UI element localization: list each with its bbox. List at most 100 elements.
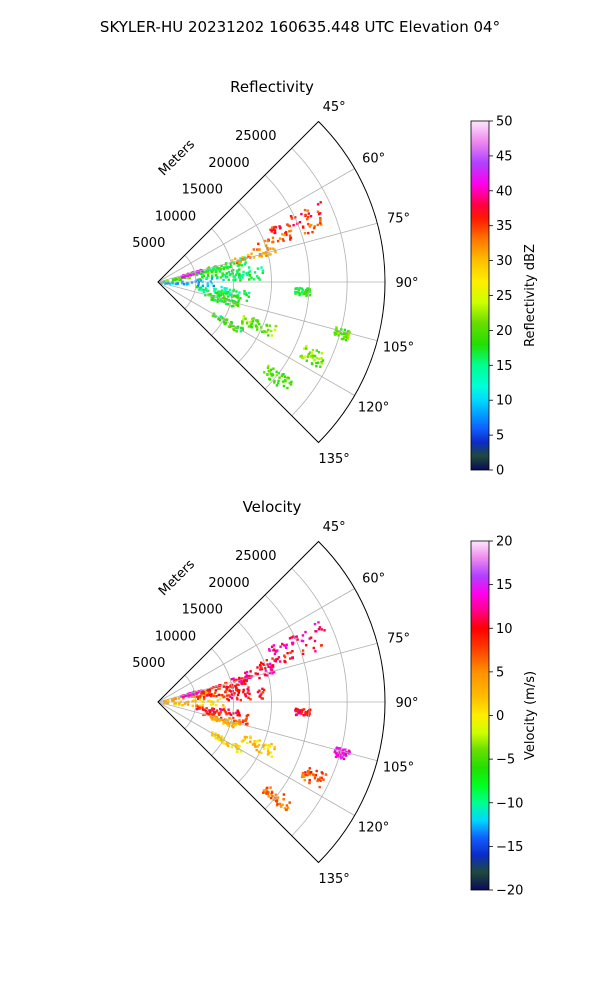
velocity-gate	[342, 757, 346, 760]
reflectivity-gate	[237, 259, 240, 263]
velocity-gate	[209, 710, 212, 714]
velocity-gate	[294, 707, 298, 710]
velocity-gate	[338, 751, 341, 754]
velocity-gate	[313, 639, 317, 643]
velocity-gate	[193, 695, 196, 699]
reflectivity-gate	[292, 224, 295, 227]
reflectivity-gate	[234, 326, 238, 329]
reflectivity-gate	[209, 292, 212, 296]
velocity-gate	[240, 740, 244, 743]
velocity-gate	[201, 704, 204, 707]
reflectivity-gate	[225, 262, 228, 265]
reflectivity-gate	[188, 272, 191, 276]
velocity-gate	[226, 744, 230, 748]
reflectivity-gate	[265, 244, 268, 248]
velocity-gate	[207, 699, 210, 703]
velocity-gate	[174, 702, 178, 705]
velocity-gate	[296, 638, 299, 641]
velocity-gate	[268, 649, 271, 652]
reflectivity-gate	[240, 264, 244, 267]
reflectivity-gate	[233, 262, 236, 265]
reflectivity-gate	[315, 361, 318, 365]
reflectivity-gate	[216, 300, 219, 303]
velocity-gate	[216, 737, 219, 740]
reflectivity-gate	[263, 239, 266, 243]
velocity-gate	[199, 698, 202, 701]
reflectivity-gate	[258, 322, 261, 326]
reflectivity-gate	[347, 335, 350, 338]
velocity-gate	[320, 776, 323, 779]
velocity-gate	[270, 793, 273, 796]
reflectivity-gate	[236, 304, 240, 308]
reflectivity-gate	[198, 288, 201, 291]
velocity-gate	[228, 689, 231, 692]
velocity-gate	[270, 669, 273, 673]
velocity-gate	[241, 720, 244, 724]
reflectivity-gate	[266, 366, 270, 369]
reflectivity-gate	[263, 371, 266, 374]
velocity-gate	[206, 691, 209, 695]
velocity-gate	[215, 719, 219, 723]
velocity-gate	[269, 666, 272, 669]
velocity-gate	[249, 676, 252, 679]
velocity-gate	[298, 710, 301, 714]
reflectivity-gate	[260, 255, 263, 258]
reflectivity-gate	[319, 365, 322, 368]
velocity-gate	[229, 684, 232, 688]
velocity-gate	[246, 722, 249, 725]
reflectivity-gate	[278, 225, 281, 228]
velocity-gate	[177, 697, 181, 700]
reflectivity-gate	[345, 335, 348, 338]
velocity-gate	[184, 694, 187, 698]
reflectivity-gate	[254, 324, 258, 327]
reflectivity-echo-cell	[333, 326, 351, 342]
reflectivity-echo-cell	[257, 217, 323, 248]
velocity-gate	[261, 697, 264, 700]
velocity-colorbar-tick-label: 5	[496, 665, 504, 680]
velocity-gate	[212, 692, 215, 696]
reflectivity-gate	[286, 386, 289, 390]
velocity-gate	[244, 722, 248, 726]
velocity-gate	[270, 645, 274, 648]
velocity-gate	[166, 700, 170, 703]
velocity-gate	[300, 710, 304, 714]
velocity-gate	[306, 773, 309, 776]
velocity-gate	[259, 668, 262, 671]
velocity-gate	[245, 679, 248, 683]
reflectivity-gate	[185, 282, 189, 285]
reflectivity-gate	[264, 252, 267, 256]
velocity-gate	[335, 752, 338, 756]
reflectivity-gate	[234, 273, 238, 277]
velocity-radial-tick-label: 20000	[208, 576, 249, 591]
reflectivity-gate	[198, 277, 201, 281]
velocity-colorbar-tick-label: 10	[496, 622, 513, 637]
reflectivity-gate	[345, 333, 348, 337]
velocity-gate	[204, 694, 207, 697]
velocity-gate	[224, 711, 227, 714]
velocity-gate	[296, 708, 299, 711]
velocity-gate	[283, 654, 286, 657]
reflectivity-colorbar-tick-label: 40	[496, 184, 513, 199]
reflectivity-gate	[222, 320, 226, 324]
reflectivity-gate	[199, 268, 202, 272]
velocity-gate	[172, 697, 175, 701]
velocity-colorbar-tick-label: 0	[496, 709, 504, 724]
velocity-echo-cell	[300, 767, 328, 789]
velocity-gate	[234, 688, 238, 692]
reflectivity-gate	[242, 273, 245, 277]
reflectivity-gate	[252, 248, 255, 251]
velocity-gate	[268, 648, 271, 651]
reflectivity-gate	[219, 276, 222, 279]
velocity-gate	[303, 779, 306, 782]
reflectivity-gate	[223, 295, 226, 299]
velocity-azimuth-spoke	[157, 588, 355, 703]
reflectivity-gate	[266, 247, 269, 250]
velocity-gate	[274, 650, 277, 653]
velocity-gate	[182, 696, 185, 699]
velocity-gate	[178, 702, 181, 705]
reflectivity-gate	[269, 247, 272, 250]
reflectivity-gate	[302, 356, 305, 360]
reflectivity-gate	[219, 290, 222, 293]
reflectivity-gate	[199, 286, 202, 289]
reflectivity-gate	[305, 347, 308, 350]
